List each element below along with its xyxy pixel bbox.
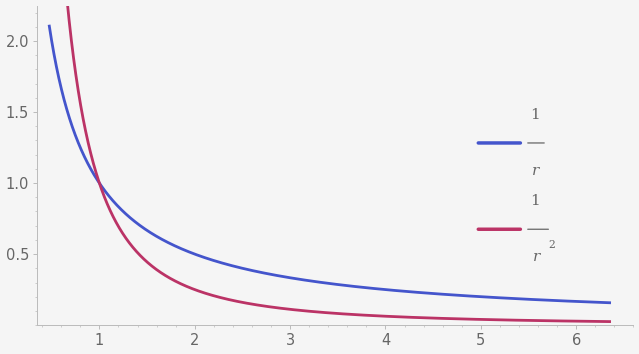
Text: r: r [534, 250, 541, 264]
Text: 1: 1 [530, 108, 540, 122]
Text: r: r [532, 164, 539, 178]
Text: 1: 1 [530, 194, 540, 209]
Text: 2: 2 [548, 240, 555, 250]
